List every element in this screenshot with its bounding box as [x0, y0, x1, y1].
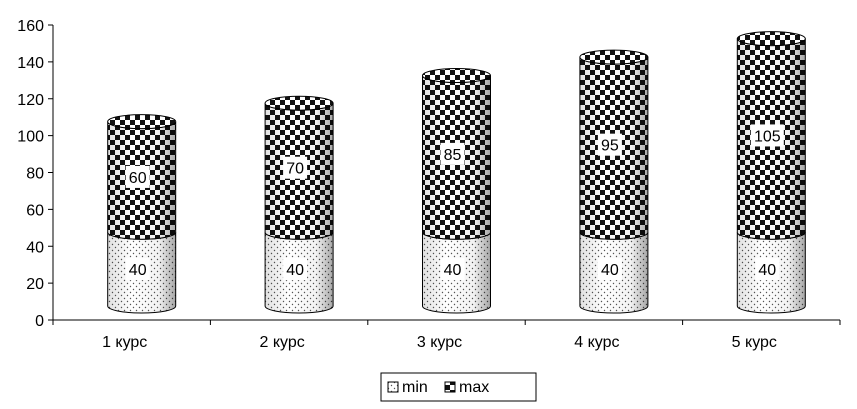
data-label-max: 70 [286, 161, 304, 178]
data-label-max: 60 [129, 170, 147, 187]
bar-top-cap [107, 114, 177, 130]
legend-label-min: min [402, 379, 428, 396]
data-label-bg [755, 258, 780, 281]
axes: 0 20 40 60 80 100 120 140 160 1 курс 2 курс 3 курс 4… [17, 18, 841, 351]
data-label-bg [440, 258, 465, 281]
data-label-min: 40 [444, 262, 462, 279]
x-tick-label: 1 курс [102, 334, 147, 351]
bar-top-cap [264, 95, 334, 111]
y-tick-label: 60 [26, 202, 44, 219]
data-label-min: 40 [286, 262, 304, 279]
legend: min max [380, 372, 537, 402]
legend-label-max: max [459, 379, 489, 396]
data-label-min: 40 [129, 262, 147, 279]
data-label-max: 105 [754, 128, 781, 145]
y-tick-label: 40 [26, 239, 44, 256]
data-label-bg [283, 258, 308, 281]
y-tick-label: 80 [26, 166, 44, 183]
data-label-bg [283, 156, 308, 179]
x-tick-label: 3 курс [417, 334, 462, 351]
data-labels: 40 60 40 70 40 85 40 95 40 105 [125, 124, 784, 281]
data-label-bg [597, 133, 622, 156]
legend-swatch-min [387, 381, 399, 393]
y-tick-label: 20 [26, 276, 44, 293]
bar-top-cap [736, 31, 806, 47]
legend-box [380, 372, 537, 402]
data-label-bg [125, 165, 150, 188]
data-label-bg [750, 124, 784, 147]
data-label-min: 40 [758, 262, 776, 279]
y-tick-label: 100 [17, 129, 44, 146]
data-label-min: 40 [601, 262, 619, 279]
x-tick-label: 2 курс [259, 334, 304, 351]
x-tick-label: 5 курс [732, 334, 777, 351]
y-tick-label: 140 [17, 55, 44, 72]
data-label-max: 95 [601, 138, 619, 155]
legend-swatch-max [444, 381, 456, 393]
data-label-max: 85 [444, 147, 462, 164]
y-tick-label: 120 [17, 92, 44, 109]
y-tick-label: 160 [17, 18, 44, 35]
bar-top-cap [422, 68, 491, 84]
x-tick-label: 4 курс [574, 334, 619, 351]
data-label-bg [125, 258, 150, 281]
data-label-bg [440, 142, 465, 165]
data-label-bg [597, 258, 622, 281]
bar-top-cap [579, 49, 649, 65]
y-tick-label: 0 [35, 313, 44, 330]
